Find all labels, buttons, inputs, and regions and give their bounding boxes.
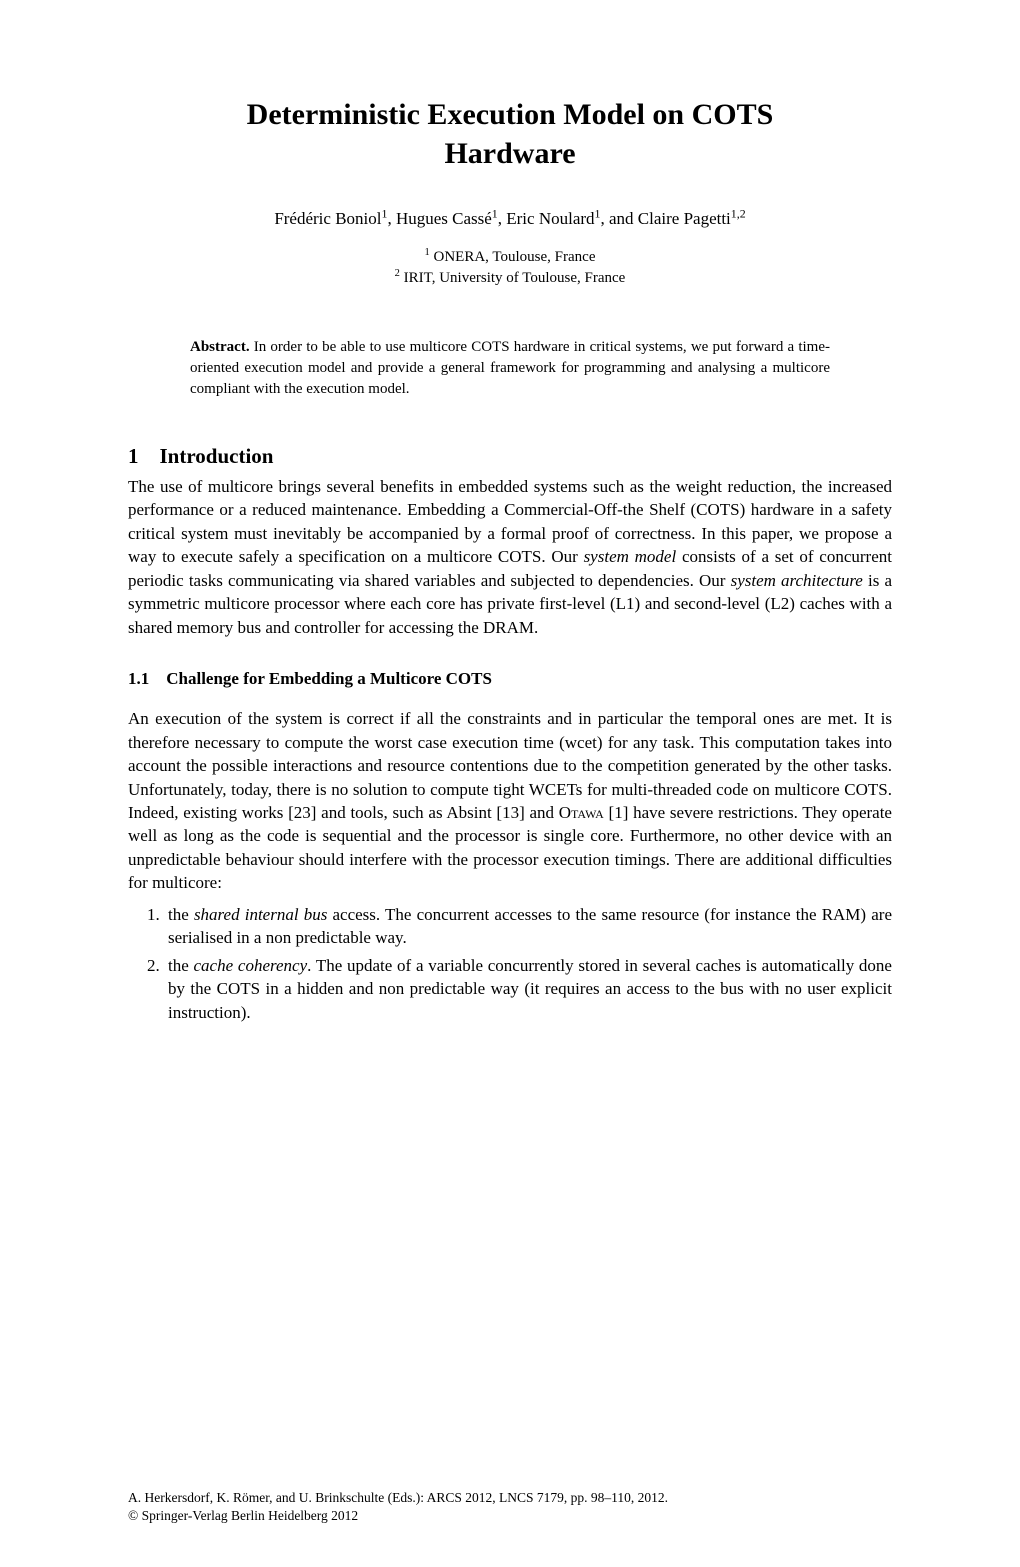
section-1-heading: 1 Introduction [128, 444, 892, 469]
abstract-label: Abstract. [190, 339, 250, 355]
section-1-p1: The use of multicore brings several bene… [128, 475, 892, 639]
footer: A. Herkersdorf, K. Römer, and U. Brinksc… [128, 1489, 892, 1525]
affiliation-1: 1 ONERA, Toulouse, France [128, 247, 892, 268]
numbered-list: the shared internal bus access. The conc… [128, 903, 892, 1024]
abstract-text: In order to be able to use multicore COT… [190, 339, 830, 397]
footer-copyright: © Springer-Verlag Berlin Heidelberg 2012 [128, 1507, 358, 1525]
subsection-1-1-heading: 1.1 Challenge for Embedding a Multicore … [128, 669, 892, 689]
paper-title: Deterministic Execution Model on COTS Ha… [128, 95, 892, 173]
authors: Frédéric Boniol1, Hugues Cassé1, Eric No… [128, 209, 892, 229]
subsection-1-1-p1: An execution of the system is correct if… [128, 707, 892, 895]
abstract: Abstract. In order to be able to use mul… [190, 337, 830, 400]
footer-citation: A. Herkersdorf, K. Römer, and U. Brinksc… [128, 1489, 892, 1507]
page: Deterministic Execution Model on COTS Ha… [0, 0, 1020, 1567]
list-item: the cache coherency. The update of a var… [164, 954, 892, 1024]
affiliation-2: 2 IRIT, University of Toulouse, France [128, 268, 892, 289]
list-item: the shared internal bus access. The conc… [164, 903, 892, 950]
title-line-2: Hardware [444, 137, 575, 170]
affiliations: 1 ONERA, Toulouse, France 2 IRIT, Univer… [128, 247, 892, 289]
title-line-1: Deterministic Execution Model on COTS [247, 98, 774, 131]
